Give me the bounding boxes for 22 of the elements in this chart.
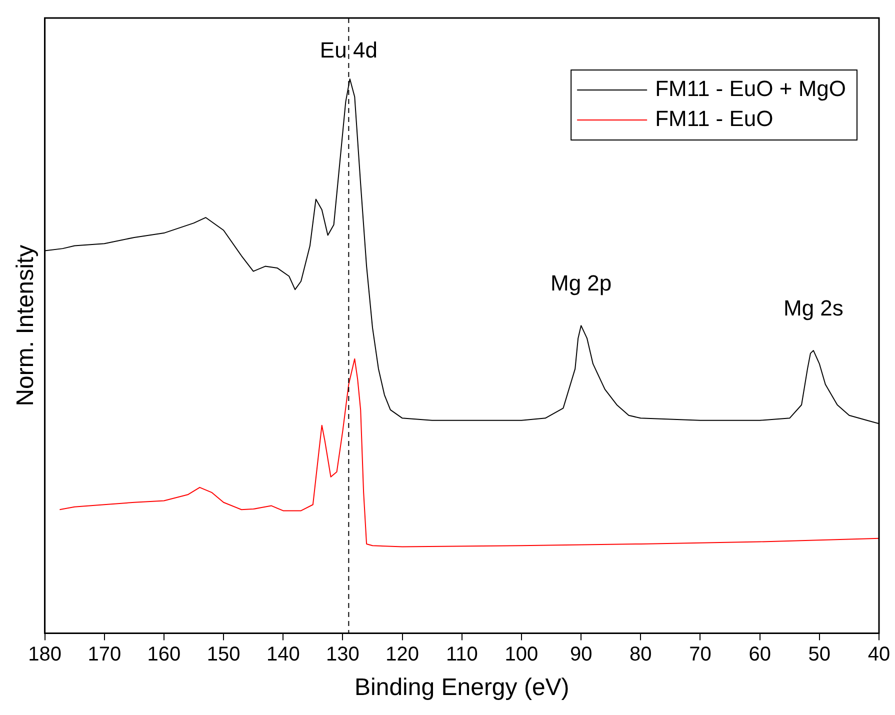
x-tick-label: 110 (446, 644, 478, 666)
x-tick-label: 180 (28, 644, 62, 666)
y-axis-title: Norm. Intensity (12, 244, 40, 406)
x-tick-label: 50 (808, 644, 831, 666)
annotation: Mg 2p (550, 270, 612, 296)
legend-label: FM11 - EuO (655, 106, 774, 132)
legend-label: FM11 - EuO + MgO (655, 76, 846, 102)
x-tick-label: 100 (504, 644, 538, 666)
annotation: Eu 4d (320, 37, 378, 62)
x-tick-label: 40 (868, 644, 890, 666)
x-tick-label: 130 (326, 644, 360, 666)
x-tick-label: 60 (748, 644, 771, 666)
annotation: Mg 2s (783, 296, 844, 321)
x-tick-label: 70 (689, 644, 712, 666)
x-tick-label: 80 (630, 644, 652, 666)
x-tick-label: 150 (206, 644, 240, 666)
x-tick-label: 90 (570, 644, 592, 666)
x-tick-label: 120 (386, 644, 419, 666)
x-tick-label: 170 (88, 644, 122, 666)
x-axis-title: Binding Energy (eV) (354, 674, 570, 702)
x-tick-label: 140 (266, 644, 300, 666)
x-tick-label: 160 (147, 644, 181, 666)
